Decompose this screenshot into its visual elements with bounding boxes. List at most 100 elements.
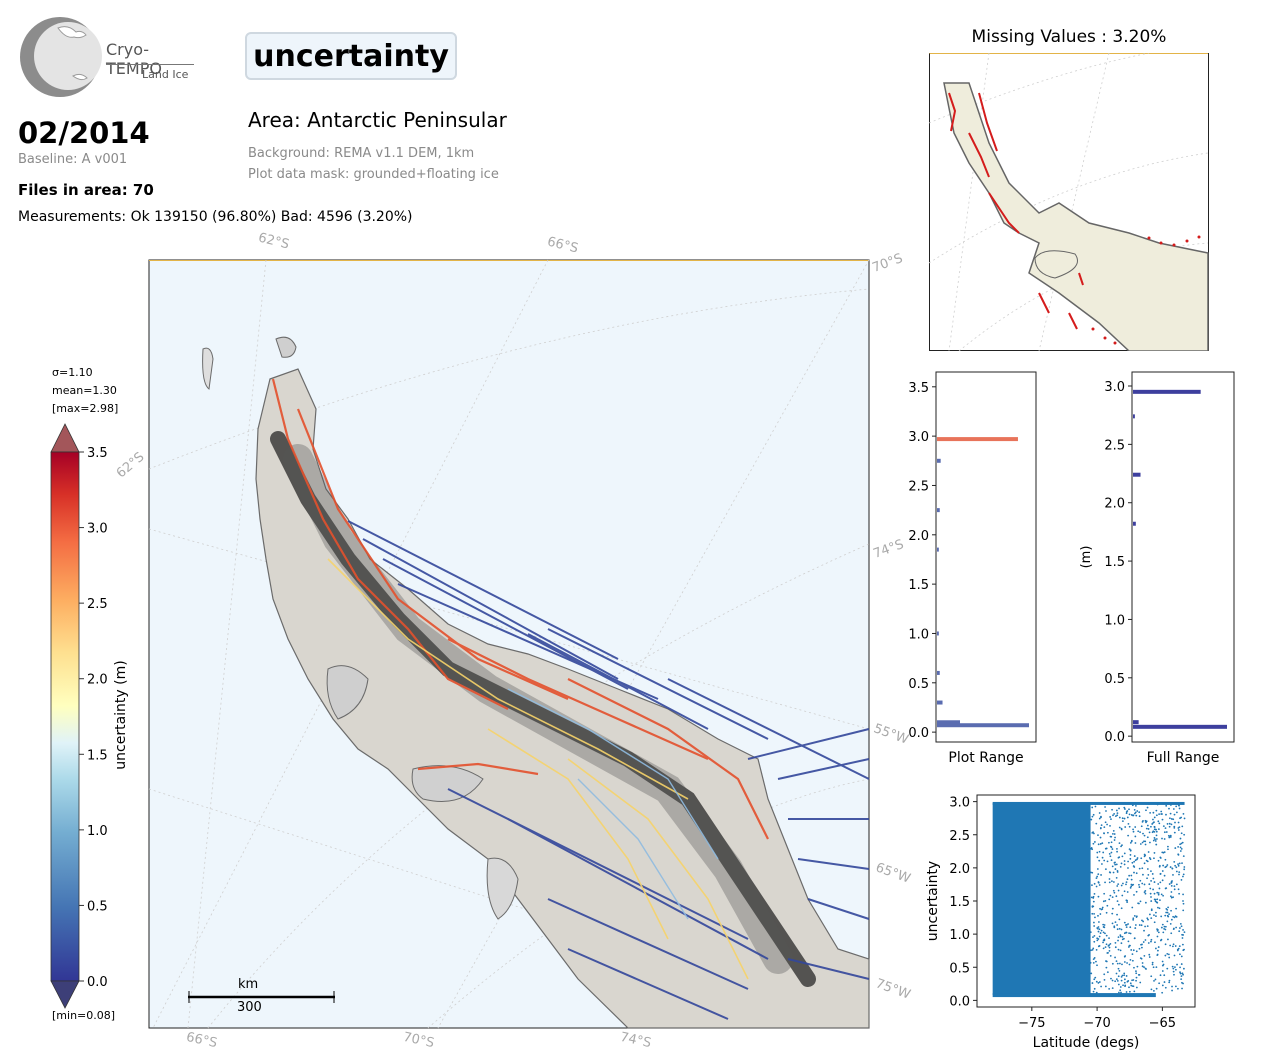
scatter-point — [1180, 975, 1183, 978]
scatter-point — [1090, 896, 1093, 899]
scatter-point — [1180, 847, 1183, 850]
scatter-point — [1153, 826, 1156, 828]
scatter-point — [1136, 965, 1139, 968]
scatter-point — [1104, 985, 1107, 988]
scatter-point — [1144, 925, 1146, 928]
scatter-point — [1109, 954, 1112, 957]
scatter-point — [1108, 881, 1111, 884]
scatter-point — [1091, 831, 1094, 834]
scatter-point — [1098, 981, 1101, 983]
scatter-point — [1153, 852, 1156, 854]
date-label: 02/2014 — [18, 116, 150, 150]
scatter-point — [1117, 948, 1120, 951]
scatter-point — [1135, 976, 1138, 979]
scatter-point — [1145, 827, 1148, 830]
scatter-point — [1159, 881, 1162, 884]
scale-bar-unit: km — [238, 977, 259, 992]
scatter-point — [1104, 821, 1107, 824]
scatter-point — [1150, 896, 1152, 898]
scatter-point — [1124, 826, 1127, 828]
scatter-point — [1141, 841, 1144, 844]
scatter-point — [1116, 962, 1119, 965]
scatter-point — [1167, 834, 1170, 837]
scatter-point — [1092, 947, 1095, 950]
scatter-point — [1117, 903, 1120, 906]
scatter-point — [1123, 852, 1126, 855]
scatter-point — [1118, 918, 1121, 921]
scatter-point — [1153, 892, 1156, 895]
scatter-point — [1114, 946, 1117, 949]
scatter-point — [1111, 848, 1114, 850]
scatter-point — [1153, 836, 1156, 839]
scatter-point — [1164, 986, 1167, 989]
scatter-point — [1182, 875, 1184, 878]
scatter-point — [1157, 893, 1160, 896]
scatter-point — [1097, 945, 1100, 948]
scatter-point — [1182, 855, 1185, 858]
scatter-point — [1153, 979, 1155, 982]
hist-bar — [937, 547, 939, 552]
scatter-point — [1141, 965, 1144, 968]
scatter-point — [1115, 876, 1118, 879]
colorbar-extend-low — [50, 980, 80, 1009]
scatter-point — [1105, 911, 1108, 914]
scatter-point — [1177, 829, 1180, 831]
scatter-point — [1116, 847, 1118, 850]
scatter-point — [1161, 818, 1164, 821]
scatter-point — [1153, 989, 1155, 992]
scatter-point — [1121, 817, 1124, 820]
colorbar-extend-high — [50, 423, 80, 453]
scatter-point — [1129, 857, 1132, 860]
scatter-point — [1155, 901, 1158, 904]
scatter-point — [1132, 918, 1135, 921]
scatter-point — [1092, 813, 1095, 816]
scatter-point — [1175, 907, 1178, 910]
scatter-point — [1183, 967, 1185, 970]
scatter-point — [1127, 834, 1130, 837]
scatter-point — [1155, 834, 1158, 837]
scatter-point — [1175, 926, 1178, 929]
scatter-point — [1109, 835, 1112, 838]
scatter-point — [1094, 805, 1097, 808]
scatter-point — [1100, 929, 1103, 932]
scatter-point — [1174, 945, 1177, 947]
scatter-point — [1097, 873, 1100, 876]
scatter-point — [1121, 894, 1124, 897]
scatter-point — [1131, 884, 1134, 887]
scatter-point — [1165, 831, 1168, 833]
scatter-point — [1180, 978, 1183, 981]
hist-bar — [937, 723, 1029, 728]
background-label: Background: REMA v1.1 DEM, 1km — [248, 146, 475, 161]
scatter-point — [1133, 894, 1135, 896]
scatter-point — [1155, 911, 1157, 914]
scatter-point — [1117, 975, 1120, 978]
scatter-point — [1114, 956, 1116, 959]
hist-tick-label: 2.5 — [1104, 438, 1125, 453]
scatter-point — [1121, 974, 1124, 977]
scatter-point — [1103, 924, 1106, 926]
scatter-point — [1151, 963, 1154, 966]
scatter-point — [1113, 891, 1116, 894]
scatter-point — [1182, 973, 1184, 976]
scatter-point — [1096, 937, 1099, 940]
scatter-point — [1154, 898, 1157, 901]
scatter-point — [1136, 857, 1139, 859]
scatter-xtick-label: −70 — [1083, 1016, 1110, 1031]
scatter-point — [1102, 851, 1105, 854]
scatter-point — [1183, 866, 1186, 868]
scatter-point — [1128, 848, 1131, 851]
scatter-point — [1099, 907, 1101, 910]
scatter-point — [1125, 812, 1128, 815]
scatter-point — [1171, 945, 1174, 948]
scatter-point — [1148, 883, 1151, 886]
scatter-point — [1123, 806, 1126, 809]
scatter-point — [1105, 934, 1108, 937]
missing-values-map[interactable] — [929, 53, 1209, 351]
hist-bar — [937, 437, 1018, 442]
scatter-point — [1163, 974, 1166, 977]
missing-values-title: Missing Values : 3.20% — [971, 27, 1167, 47]
scatter-point — [1103, 978, 1106, 981]
scatter-point — [1130, 984, 1133, 987]
main-map[interactable] — [148, 259, 870, 1029]
hist-bar — [937, 670, 940, 675]
